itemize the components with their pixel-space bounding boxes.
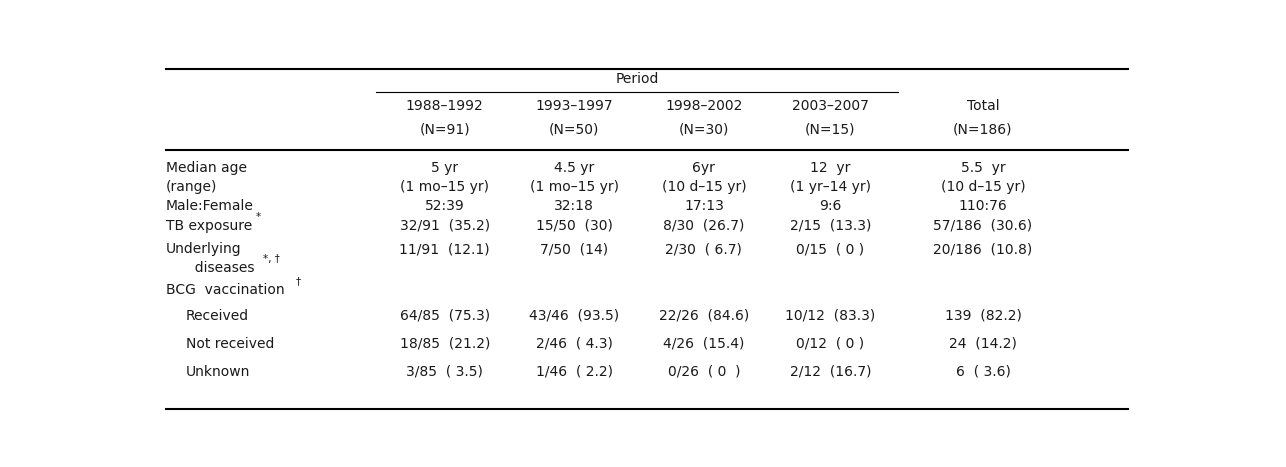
Text: 110:76: 110:76 <box>958 199 1007 213</box>
Text: 17:13: 17:13 <box>684 199 724 213</box>
Text: (N=91): (N=91) <box>419 123 471 137</box>
Text: (N=30): (N=30) <box>679 123 729 137</box>
Text: 2/12  (16.7): 2/12 (16.7) <box>790 365 871 379</box>
Text: Period: Period <box>616 72 658 86</box>
Text: (N=186): (N=186) <box>953 123 1013 137</box>
Text: 22/26  (84.6): 22/26 (84.6) <box>658 309 748 323</box>
Text: 7/50  (14): 7/50 (14) <box>540 242 608 256</box>
Text: (N=15): (N=15) <box>805 123 855 137</box>
Text: 5 yr: 5 yr <box>431 161 458 175</box>
Text: 32/91  (35.2): 32/91 (35.2) <box>400 219 490 233</box>
Text: 9:6: 9:6 <box>819 199 841 213</box>
Text: 6  ( 3.6): 6 ( 3.6) <box>955 365 1011 379</box>
Text: BCG  vaccination: BCG vaccination <box>166 283 284 297</box>
Text: 0/12  ( 0 ): 0/12 ( 0 ) <box>796 337 864 351</box>
Text: Not received: Not received <box>185 337 274 351</box>
Text: 11/91  (12.1): 11/91 (12.1) <box>400 242 490 256</box>
Text: 12  yr: 12 yr <box>810 161 850 175</box>
Text: 4.5 yr: 4.5 yr <box>554 161 594 175</box>
Text: *: * <box>256 212 261 222</box>
Text: 0/15  ( 0 ): 0/15 ( 0 ) <box>796 242 864 256</box>
Text: Received: Received <box>185 309 248 323</box>
Text: Underlying: Underlying <box>166 242 242 256</box>
Text: diseases: diseases <box>185 261 255 275</box>
Text: 2003–2007: 2003–2007 <box>792 99 869 113</box>
Text: 139  (82.2): 139 (82.2) <box>944 309 1021 323</box>
Text: 4/26  (15.4): 4/26 (15.4) <box>664 337 745 351</box>
Text: (10 d–15 yr): (10 d–15 yr) <box>940 180 1025 194</box>
Text: (1 yr–14 yr): (1 yr–14 yr) <box>790 180 871 194</box>
Text: 1998–2002: 1998–2002 <box>665 99 742 113</box>
Text: TB exposure: TB exposure <box>166 219 252 233</box>
Text: (1 mo–15 yr): (1 mo–15 yr) <box>530 180 619 194</box>
Text: 24  (14.2): 24 (14.2) <box>949 337 1017 351</box>
Text: 5.5  yr: 5.5 yr <box>961 161 1006 175</box>
Text: 6yr: 6yr <box>692 161 715 175</box>
Text: Total: Total <box>967 99 999 113</box>
Text: Median age: Median age <box>166 161 247 175</box>
Text: 32:18: 32:18 <box>554 199 594 213</box>
Text: (N=50): (N=50) <box>549 123 599 137</box>
Text: 1988–1992: 1988–1992 <box>406 99 484 113</box>
Text: 57/186  (30.6): 57/186 (30.6) <box>934 219 1033 233</box>
Text: *, †: *, † <box>264 254 280 264</box>
Text: (range): (range) <box>166 180 217 194</box>
Text: 0/26  ( 0  ): 0/26 ( 0 ) <box>667 365 741 379</box>
Text: 43/46  (93.5): 43/46 (93.5) <box>530 309 620 323</box>
Text: †: † <box>296 276 301 286</box>
Text: 52:39: 52:39 <box>424 199 464 213</box>
Text: 1/46  ( 2.2): 1/46 ( 2.2) <box>536 365 613 379</box>
Text: 15/50  (30): 15/50 (30) <box>536 219 613 233</box>
Text: 64/85  (75.3): 64/85 (75.3) <box>400 309 490 323</box>
Text: 2/46  ( 4.3): 2/46 ( 4.3) <box>536 337 613 351</box>
Text: 18/85  (21.2): 18/85 (21.2) <box>400 337 490 351</box>
Text: 3/85  ( 3.5): 3/85 ( 3.5) <box>406 365 484 379</box>
Text: 2/30  ( 6.7): 2/30 ( 6.7) <box>665 242 742 256</box>
Text: 8/30  (26.7): 8/30 (26.7) <box>664 219 745 233</box>
Text: 10/12  (83.3): 10/12 (83.3) <box>786 309 876 323</box>
Text: (1 mo–15 yr): (1 mo–15 yr) <box>400 180 489 194</box>
Text: Male:Female: Male:Female <box>166 199 253 213</box>
Text: Unknown: Unknown <box>185 365 249 379</box>
Text: 1993–1997: 1993–1997 <box>535 99 613 113</box>
Text: (10 d–15 yr): (10 d–15 yr) <box>661 180 746 194</box>
Text: 2/15  (13.3): 2/15 (13.3) <box>790 219 871 233</box>
Text: 20/186  (10.8): 20/186 (10.8) <box>934 242 1033 256</box>
